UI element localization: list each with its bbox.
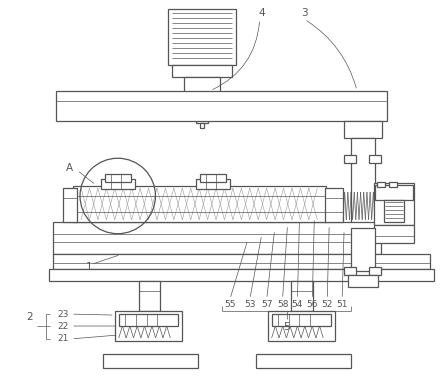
- Text: A: A: [66, 163, 73, 173]
- Text: 52: 52: [322, 299, 333, 309]
- Bar: [101, 179, 135, 189]
- Bar: [325, 188, 343, 222]
- Bar: [119, 314, 179, 326]
- Bar: [73, 186, 326, 222]
- Text: 57: 57: [261, 299, 272, 309]
- Bar: [196, 95, 208, 123]
- Text: 56: 56: [307, 299, 318, 309]
- Bar: [184, 77, 220, 95]
- Bar: [369, 155, 381, 163]
- Text: 55: 55: [224, 299, 236, 309]
- Bar: [344, 120, 382, 138]
- Bar: [105, 174, 131, 182]
- Bar: [200, 123, 204, 128]
- Bar: [172, 65, 232, 77]
- Bar: [53, 254, 431, 269]
- Bar: [196, 179, 230, 189]
- Text: 22: 22: [58, 322, 69, 330]
- Text: 1: 1: [85, 262, 92, 272]
- Bar: [63, 188, 77, 222]
- Text: 21: 21: [58, 334, 69, 343]
- Text: 2: 2: [26, 312, 33, 322]
- Bar: [103, 354, 198, 368]
- Bar: [256, 354, 351, 368]
- Text: 54: 54: [292, 299, 303, 309]
- Text: 3: 3: [301, 8, 308, 18]
- Text: 23: 23: [58, 309, 69, 319]
- Bar: [115, 311, 182, 341]
- Bar: [374, 225, 414, 243]
- Bar: [53, 222, 381, 254]
- Bar: [384, 200, 404, 222]
- Bar: [49, 269, 435, 281]
- Bar: [374, 183, 414, 225]
- Bar: [389, 182, 397, 187]
- Bar: [139, 281, 160, 311]
- Text: 53: 53: [244, 299, 256, 309]
- Bar: [348, 275, 378, 287]
- Bar: [344, 267, 356, 275]
- Bar: [268, 311, 335, 341]
- Bar: [291, 281, 313, 311]
- Text: 58: 58: [277, 299, 288, 309]
- Bar: [168, 9, 236, 65]
- Bar: [377, 182, 385, 187]
- Bar: [272, 314, 331, 326]
- Bar: [200, 174, 226, 182]
- Bar: [344, 155, 356, 163]
- Bar: [375, 185, 412, 200]
- Bar: [56, 91, 387, 120]
- Bar: [351, 228, 375, 271]
- Bar: [351, 138, 375, 228]
- Text: 51: 51: [336, 299, 348, 309]
- Text: 5: 5: [283, 322, 290, 332]
- Text: 4: 4: [258, 8, 265, 18]
- Bar: [369, 267, 381, 275]
